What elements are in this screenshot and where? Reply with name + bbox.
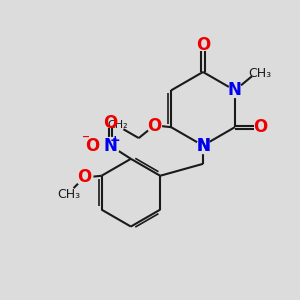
Text: N: N (228, 81, 242, 99)
Text: CH₂: CH₂ (108, 120, 128, 130)
Text: N: N (196, 136, 210, 154)
Text: CH₃: CH₃ (249, 68, 272, 80)
Text: N: N (103, 136, 117, 154)
Text: ⁻: ⁻ (82, 133, 90, 148)
Text: O: O (103, 114, 117, 132)
Text: O: O (85, 136, 100, 154)
Text: O: O (196, 37, 210, 55)
Text: CH₃: CH₃ (57, 188, 80, 201)
Text: O: O (147, 117, 161, 135)
Text: N: N (196, 136, 210, 154)
Text: +: + (110, 134, 120, 147)
Text: O: O (254, 118, 268, 136)
Text: O: O (77, 168, 92, 186)
